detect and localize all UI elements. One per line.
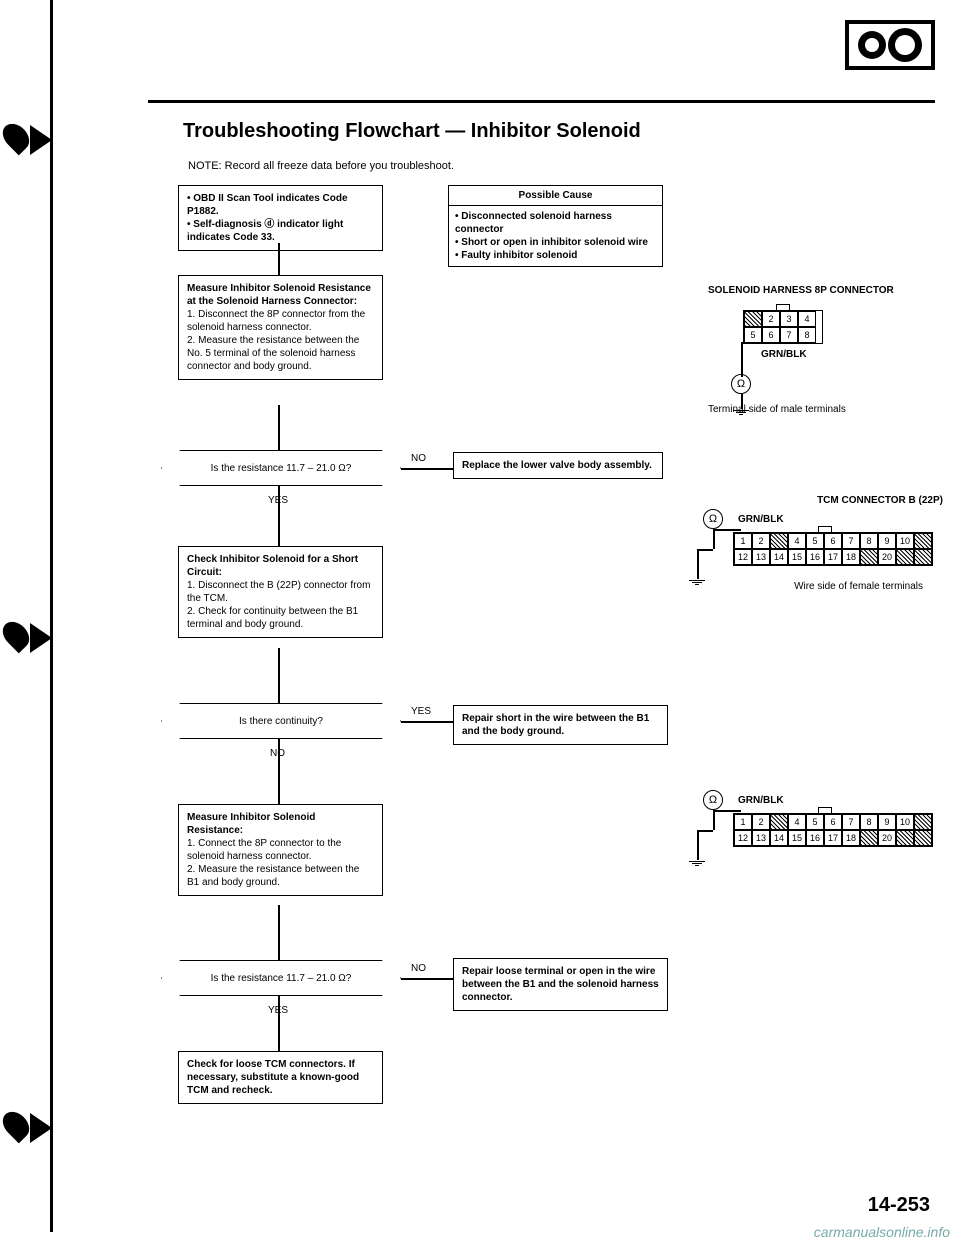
cause-3: • Faulty inhibitor solenoid [455, 250, 577, 261]
decision-1: Is the resistance 11.7 – 21.0 Ω? [161, 450, 401, 486]
conn22p-grid: 1245678910 1213141516171820 [733, 532, 933, 566]
box-repair-loose: Repair loose terminal or open in the wir… [453, 958, 668, 1011]
brand-logo [845, 20, 935, 70]
conn22p-wire: GRN/BLK [738, 514, 784, 525]
cause-1: • Disconnected solenoid harness connecto… [455, 211, 612, 235]
no-1: NO [411, 453, 426, 464]
box-cause: Possible Cause • Disconnected solenoid h… [448, 185, 663, 267]
check-s2: 2. Check for continuity between the B1 t… [187, 606, 358, 630]
ground-icon-3 [689, 860, 705, 867]
ground-icon-2 [689, 579, 705, 586]
m1-s1: 1. Disconnect the 8P connector from the … [187, 309, 365, 333]
final-text: Check for loose TCM connectors. If neces… [187, 1059, 359, 1096]
yes-2: YES [411, 706, 431, 717]
replace-text: Replace the lower valve body assembly. [462, 460, 652, 471]
cause-title: Possible Cause [449, 186, 662, 206]
conn22p2-grid: 1245678910 1213141516171820 [733, 813, 933, 847]
box-repair-short: Repair short in the wire between the B1 … [453, 705, 668, 745]
no-2: NO [270, 748, 285, 759]
no-3: NO [411, 963, 426, 974]
conn22p-caption: Wire side of female terminals [683, 581, 960, 592]
ground-icon [733, 409, 749, 416]
repair-short-text: Repair short in the wire between the B1 … [462, 713, 649, 737]
m2-title: Measure Inhibitor Solenoid Resistance: [187, 812, 315, 836]
m2-s2: 2. Measure the resistance between the B1… [187, 864, 359, 888]
page-number: 14-253 [868, 1194, 930, 1217]
m2-s1: 1. Connect the 8P connector to the solen… [187, 838, 341, 862]
yes-3: YES [268, 1005, 288, 1016]
dia3-text: Is the resistance 11.7 – 21.0 Ω? [161, 960, 401, 996]
repair-loose-text: Repair loose terminal or open in the wir… [462, 966, 659, 1003]
note-text: NOTE: Record all freeze data before you … [188, 160, 454, 172]
decision-2: Is there continuity? [161, 703, 401, 739]
ohm-icon: Ω [731, 374, 751, 394]
dia2-text: Is there continuity? [161, 703, 401, 739]
check-title: Check Inhibitor Solenoid for a Short Cir… [187, 554, 358, 578]
decision-3: Is the resistance 11.7 – 21.0 Ω? [161, 960, 401, 996]
box-measure2: Measure Inhibitor Solenoid Resistance: 1… [178, 804, 383, 896]
check-s1: 1. Disconnect the B (22P) connector from… [187, 580, 370, 604]
yes-1: YES [268, 495, 288, 506]
conn8p-grid: 234 5678 [743, 310, 823, 344]
page-title: Troubleshooting Flowchart — Inhibitor So… [183, 120, 641, 143]
obd-line1: • OBD II Scan Tool indicates Code P1882. [187, 193, 348, 217]
cause-2: • Short or open in inhibitor solenoid wi… [455, 237, 648, 248]
box-final: Check for loose TCM connectors. If neces… [178, 1051, 383, 1104]
ohm-icon-2: Ω [703, 509, 723, 529]
box-obd: • OBD II Scan Tool indicates Code P1882.… [178, 185, 383, 251]
box-replace: Replace the lower valve body assembly. [453, 452, 663, 479]
dia1-text: Is the resistance 11.7 – 21.0 Ω? [161, 450, 401, 486]
obd-line2: • Self-diagnosis ⓓ indicator light indic… [187, 219, 343, 243]
box-check: Check Inhibitor Solenoid for a Short Cir… [178, 546, 383, 638]
m1-s2: 2. Measure the resistance between the No… [187, 335, 359, 372]
conn8p-wire: GRN/BLK [761, 349, 807, 360]
connector-22p: TCM CONNECTOR B (22P) Ω GRN/BLK 12456789… [683, 495, 960, 592]
conn22p-title: TCM CONNECTOR B (22P) [683, 495, 960, 506]
m1-title: Measure Inhibitor Solenoid Resistance at… [187, 283, 371, 307]
watermark: carmanualsonline.info [814, 1224, 950, 1240]
connector-8p: SOLENOID HARNESS 8P CONNECTOR 234 5678 G… [708, 285, 928, 415]
conn8p-title: SOLENOID HARNESS 8P CONNECTOR [708, 285, 928, 296]
ohm-icon-3: Ω [703, 790, 723, 810]
box-measure1: Measure Inhibitor Solenoid Resistance at… [178, 275, 383, 380]
conn22p2-wire: GRN/BLK [738, 795, 784, 806]
